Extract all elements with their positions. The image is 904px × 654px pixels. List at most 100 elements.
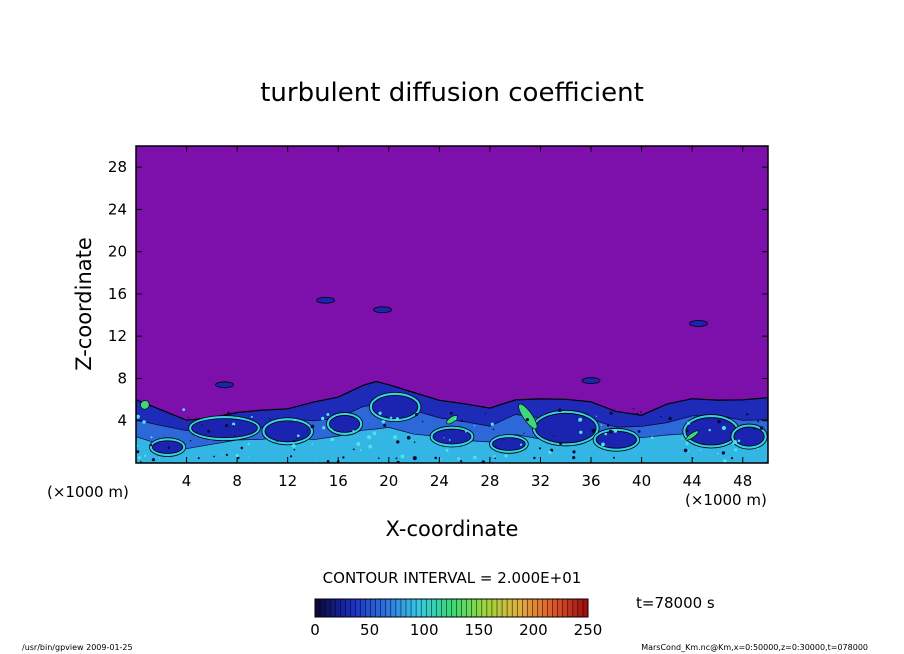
colorbar-cell: [345, 599, 351, 617]
speckle: [651, 436, 654, 440]
y-tick-label: 8: [117, 369, 127, 387]
speckle: [668, 416, 672, 421]
colorbar-cell: [446, 599, 452, 617]
colorbar-cell: [375, 599, 382, 617]
colorbar-cell: [491, 599, 498, 617]
x-tick-label: 40: [632, 472, 651, 490]
speckle: [759, 426, 764, 430]
speckle: [606, 423, 610, 427]
footer-right: MarsCond_Km.nc@Km,x=0:50000,z=0:30000,t=…: [641, 643, 868, 652]
x-tick-label: 20: [379, 472, 398, 490]
speckle: [296, 437, 298, 440]
speckle: [342, 456, 345, 459]
colorbar-cell: [411, 599, 417, 617]
speckle: [415, 412, 419, 417]
speckle: [293, 419, 296, 422]
speckle: [297, 434, 300, 438]
x-axis-label: X-coordinate: [386, 517, 519, 541]
colorbar-cell: [476, 599, 483, 617]
speckle: [595, 415, 598, 417]
speckle: [686, 429, 689, 433]
speckle: [559, 441, 563, 445]
speckle: [600, 424, 603, 426]
speckle: [151, 458, 155, 462]
speckle: [250, 415, 253, 418]
colorbar-cell: [471, 599, 478, 617]
speckle: [434, 456, 438, 460]
plot-frame: [135, 145, 769, 464]
colorbar-cell: [532, 599, 538, 617]
colorbar-ticks: 0 50 100 150 200 250: [310, 621, 602, 639]
turbulent-field: [136, 296, 768, 463]
x-tick-label: 16: [329, 472, 348, 490]
speckle: [213, 455, 216, 458]
colorbar-cell: [567, 599, 574, 617]
eddy-core: [371, 394, 419, 420]
colorbar-tick-label: 150: [464, 621, 493, 639]
colorbar-tick-label: 100: [410, 621, 439, 639]
y-axis-label: Z-coordinate: [72, 237, 96, 371]
colorbar-cell: [527, 599, 533, 617]
speckle: [639, 411, 642, 413]
speckle: [378, 411, 382, 415]
x-unit-right: (×1000 m): [685, 491, 767, 509]
speckle: [734, 448, 738, 452]
speckle: [421, 420, 424, 423]
colorbar-cell: [517, 599, 523, 617]
speckle: [681, 438, 683, 440]
speckle: [533, 456, 536, 460]
speckle: [232, 422, 236, 426]
speckle: [136, 414, 140, 419]
speckle: [460, 460, 463, 463]
speckle: [473, 455, 477, 460]
speckle: [378, 457, 380, 460]
speckle: [637, 430, 641, 433]
speckle: [352, 430, 355, 433]
speckle: [310, 424, 315, 429]
colorbar-cell: [355, 599, 361, 617]
speckle: [601, 442, 605, 447]
speckle: [746, 413, 749, 416]
colorbar-tick-label: 50: [360, 621, 379, 639]
eddy-core: [152, 440, 184, 454]
colorbar-cell: [426, 599, 432, 617]
speckle: [538, 447, 542, 450]
speckle: [660, 415, 662, 418]
speckle: [448, 439, 451, 441]
high-value-patch: [140, 400, 150, 410]
speckle: [523, 432, 525, 434]
speckle: [460, 419, 463, 423]
isolated-feature: [215, 381, 234, 389]
speckle: [612, 456, 615, 459]
speckle: [495, 446, 497, 448]
speckle: [197, 457, 200, 460]
colorbar-tick-label: 0: [310, 621, 320, 639]
eddy-core: [733, 426, 765, 447]
speckle: [367, 435, 372, 440]
colorbar-cell: [562, 599, 569, 617]
colorbar-cell: [572, 599, 579, 617]
x-tick-label: 4: [182, 472, 192, 490]
speckle: [591, 428, 596, 433]
speckle: [454, 417, 457, 421]
speckle: [440, 458, 443, 461]
speckle: [494, 457, 497, 460]
colorbar-cell: [547, 599, 553, 617]
speckle: [330, 437, 335, 442]
colorbar-cell: [542, 599, 548, 617]
speckle: [359, 449, 362, 452]
speckle: [553, 435, 555, 437]
footer-left: /usr/bin/gpview 2009-01-25: [22, 643, 133, 652]
speckle: [465, 430, 467, 433]
speckle: [632, 407, 635, 410]
speckle: [306, 429, 308, 432]
speckle: [608, 429, 613, 434]
colorbar-cell: [456, 599, 462, 617]
colorbar-cell: [431, 599, 437, 617]
eddy-core: [432, 428, 472, 445]
speckle: [150, 436, 153, 439]
x-axis-ticks: 4 8 12 16 20 24 28 32 36 40 44 48: [182, 146, 752, 490]
speckle: [232, 425, 235, 427]
speckle: [368, 444, 373, 449]
eddy-core: [191, 418, 258, 439]
